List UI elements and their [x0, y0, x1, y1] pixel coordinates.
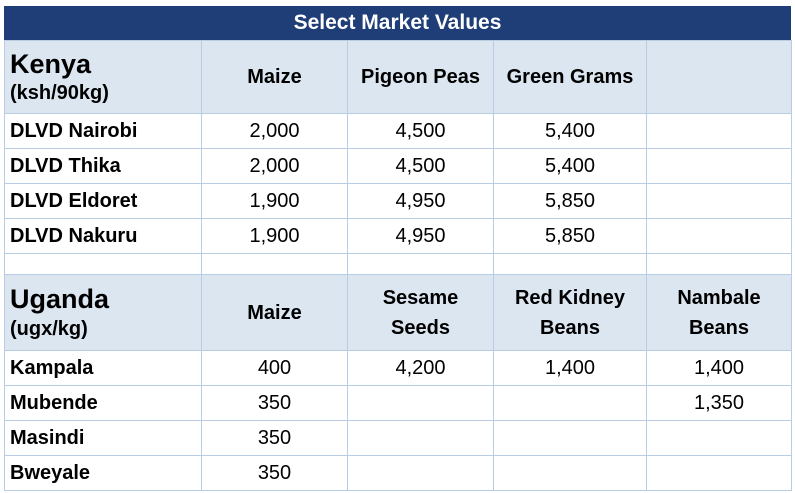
value-cell: 5,850	[493, 183, 647, 219]
header-line: Nambale	[677, 286, 761, 309]
empty-cell	[347, 253, 494, 275]
header-line: Seeds	[391, 316, 450, 339]
kenya-region-unit: (ksh/90kg)	[10, 82, 109, 105]
empty-cell	[646, 253, 792, 275]
row-label: Masindi	[4, 420, 202, 456]
value-cell: 5,850	[493, 218, 647, 254]
market-values-table: Kenya (ksh/90kg) Maize Pigeon Peas Green…	[4, 40, 792, 491]
value-cell	[646, 183, 792, 219]
kenya-region-cell: Kenya (ksh/90kg)	[4, 40, 202, 114]
header-line: Maize	[247, 301, 302, 324]
row-label: DLVD Nairobi	[4, 113, 202, 149]
header-line: Beans	[688, 316, 750, 339]
kenya-region-name: Kenya	[10, 48, 92, 79]
table-row: DLVD Nakuru 1,900 4,950 5,850	[4, 218, 792, 254]
value-cell	[347, 455, 494, 491]
value-cell	[646, 148, 792, 184]
empty-cell	[493, 253, 647, 275]
row-label: Mubende	[4, 385, 202, 421]
row-label: Bweyale	[4, 455, 202, 491]
value-cell: 350	[201, 385, 348, 421]
kenya-col-header	[646, 40, 792, 114]
table-row: DLVD Thika 2,000 4,500 5,400	[4, 148, 792, 184]
kenya-col-header: Pigeon Peas	[347, 40, 494, 114]
value-cell: 1,900	[201, 183, 348, 219]
uganda-col-header: Maize	[201, 274, 348, 351]
header-line: Beans	[539, 316, 601, 339]
row-label: DLVD Nakuru	[4, 218, 202, 254]
uganda-region-unit: (ugx/kg)	[10, 317, 88, 340]
value-cell: 350	[201, 455, 348, 491]
value-cell	[493, 420, 647, 456]
value-cell	[493, 455, 647, 491]
value-cell: 1,400	[493, 350, 647, 386]
uganda-region-name: Uganda	[10, 284, 110, 315]
value-cell: 5,400	[493, 113, 647, 149]
uganda-region-cell: Uganda (ugx/kg)	[4, 274, 202, 351]
value-cell	[347, 420, 494, 456]
spacer-row	[4, 253, 792, 275]
uganda-col-header: Sesame Seeds	[347, 274, 494, 351]
uganda-header-row: Uganda (ugx/kg) Maize Sesame Seeds Red K…	[4, 274, 792, 351]
row-label: DLVD Thika	[4, 148, 202, 184]
table-row: Kampala 400 4,200 1,400 1,400	[4, 350, 792, 386]
value-cell	[646, 420, 792, 456]
value-cell: 5,400	[493, 148, 647, 184]
value-cell: 4,950	[347, 218, 494, 254]
header-line: Red Kidney	[514, 286, 626, 309]
value-cell: 1,350	[646, 385, 792, 421]
value-cell: 4,200	[347, 350, 494, 386]
value-cell: 400	[201, 350, 348, 386]
value-cell	[646, 218, 792, 254]
table-row: DLVD Nairobi 2,000 4,500 5,400	[4, 113, 792, 149]
uganda-col-header: Nambale Beans	[646, 274, 792, 351]
empty-cell	[201, 253, 348, 275]
value-cell: 2,000	[201, 148, 348, 184]
kenya-col-header: Maize	[201, 40, 348, 114]
value-cell	[646, 455, 792, 491]
row-label: DLVD Eldoret	[4, 183, 202, 219]
value-cell: 2,000	[201, 113, 348, 149]
value-cell	[646, 113, 792, 149]
value-cell: 1,900	[201, 218, 348, 254]
value-cell	[347, 385, 494, 421]
table-row: Bweyale 350	[4, 455, 792, 491]
row-label: Kampala	[4, 350, 202, 386]
market-values-table-container: Select Market Values Kenya (ksh/90kg) Ma…	[4, 6, 792, 491]
value-cell: 4,500	[347, 148, 494, 184]
value-cell: 1,400	[646, 350, 792, 386]
empty-cell	[4, 253, 202, 275]
value-cell	[493, 385, 647, 421]
value-cell: 4,500	[347, 113, 494, 149]
table-row: Mubende 350 1,350	[4, 385, 792, 421]
value-cell: 4,950	[347, 183, 494, 219]
table-row: DLVD Eldoret 1,900 4,950 5,850	[4, 183, 792, 219]
kenya-col-header: Green Grams	[493, 40, 647, 114]
header-line: Sesame	[382, 286, 459, 309]
table-row: Masindi 350	[4, 420, 792, 456]
table-title: Select Market Values	[4, 6, 791, 40]
kenya-header-row: Kenya (ksh/90kg) Maize Pigeon Peas Green…	[4, 40, 792, 114]
value-cell: 350	[201, 420, 348, 456]
uganda-col-header: Red Kidney Beans	[493, 274, 647, 351]
